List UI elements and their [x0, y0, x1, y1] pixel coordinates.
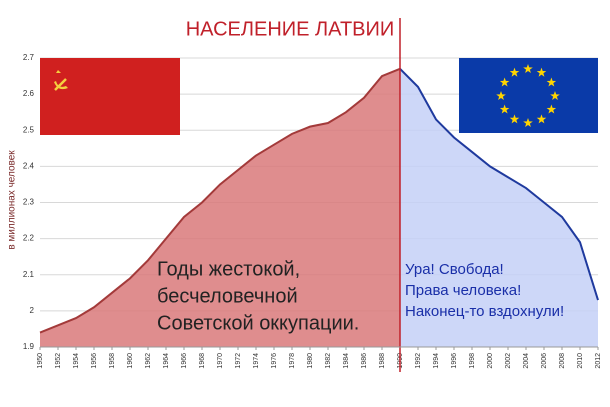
x-tick-label: 1968 — [199, 353, 206, 369]
x-tick-label: 1954 — [73, 353, 80, 369]
x-tick-label: 1976 — [271, 353, 278, 369]
x-tick-label: 1970 — [217, 353, 224, 369]
chart-title: НАСЕЛЕНИЕ ЛАТВИИ — [186, 18, 395, 40]
x-tick-label: 2010 — [577, 353, 584, 369]
x-tick-label: 2006 — [541, 353, 548, 369]
x-tick-label: 1980 — [307, 353, 314, 369]
x-tick-label: 1962 — [145, 353, 152, 369]
plot: 1.9 2 2.1 2.2 2.3 2.4 2.5 2.6 2.7 1950 1952 1954 195… — [23, 18, 602, 372]
y-tick-label: 2.1 — [23, 270, 35, 279]
y-tick-label: 2.6 — [23, 89, 35, 98]
y-tick-label: 2.4 — [23, 161, 35, 170]
ussr-flag — [40, 58, 180, 135]
area-fill — [400, 68, 598, 348]
x-tick-label: 1978 — [289, 353, 296, 369]
y-tick-label: 1.9 — [23, 342, 35, 351]
x-tick-label: 1960 — [127, 353, 134, 369]
annotation: Наконец-то вздохнули! — [405, 303, 564, 320]
area-fill — [40, 68, 400, 348]
annotation: Годы жестокой, — [157, 258, 300, 280]
x-tick-label: 2008 — [559, 353, 566, 369]
area-line — [39, 67, 401, 334]
y-axis-label: в миллионах человек — [7, 150, 18, 250]
annotation: Ура! Свобода! — [405, 261, 504, 278]
x-tick-label: 1974 — [253, 353, 260, 369]
x-tick-label: 1958 — [109, 353, 116, 369]
x-tick-label: 1986 — [361, 353, 368, 369]
y-tick-label: 2.2 — [23, 234, 35, 243]
x-tick-label: 1972 — [235, 353, 242, 369]
x-tick-label: 2012 — [595, 353, 602, 369]
x-tick-label: 1956 — [91, 353, 98, 369]
y-tick-label: 2.3 — [23, 198, 35, 207]
x-tick-label: 1996 — [451, 353, 458, 369]
eu-flag — [459, 58, 598, 133]
x-tick-label: 1988 — [379, 353, 386, 369]
annotation: бесчеловечной — [157, 285, 298, 307]
x-tick-label: 1964 — [163, 353, 170, 369]
x-tick-label: 2002 — [505, 353, 512, 369]
x-tick-label: 1998 — [469, 353, 476, 369]
x-tick-label: 1966 — [181, 353, 188, 369]
y-tick-label: 2 — [30, 306, 35, 315]
x-tick-label: 2000 — [487, 353, 494, 369]
x-tick-label: 1952 — [55, 353, 62, 369]
annotation: Советской оккупации. — [157, 312, 359, 334]
x-tick-label: 1984 — [343, 353, 350, 369]
x-tick-label: 1994 — [433, 353, 440, 369]
x-tick-label: 1950 — [37, 353, 44, 369]
y-tick-label: 2.7 — [23, 53, 35, 62]
x-tick-label: 1992 — [415, 353, 422, 369]
y-tick-label: 2.5 — [23, 125, 35, 134]
x-tick-label: 1982 — [325, 353, 332, 369]
annotation: Права человека! — [405, 282, 521, 299]
annotations: Годы жестокой, бесчеловечной Советской окк… — [157, 258, 564, 334]
x-tick-label: 2004 — [523, 353, 530, 369]
area-line — [399, 68, 599, 301]
